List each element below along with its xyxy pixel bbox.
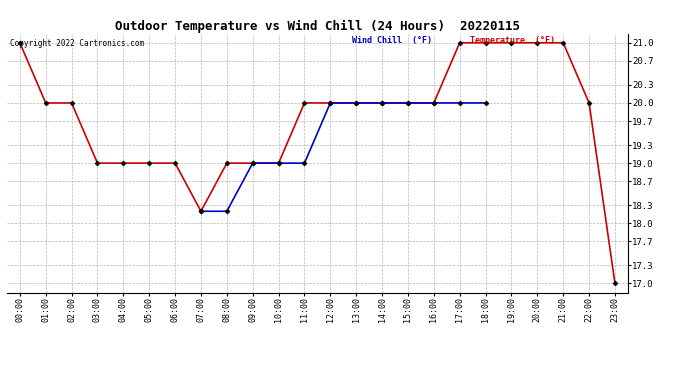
Text: Copyright 2022 Cartronics.com: Copyright 2022 Cartronics.com — [10, 39, 144, 48]
Text: Temperature  (°F): Temperature (°F) — [469, 36, 555, 45]
Title: Outdoor Temperature vs Wind Chill (24 Hours)  20220115: Outdoor Temperature vs Wind Chill (24 Ho… — [115, 20, 520, 33]
Text: Wind Chill  (°F): Wind Chill (°F) — [352, 36, 431, 45]
